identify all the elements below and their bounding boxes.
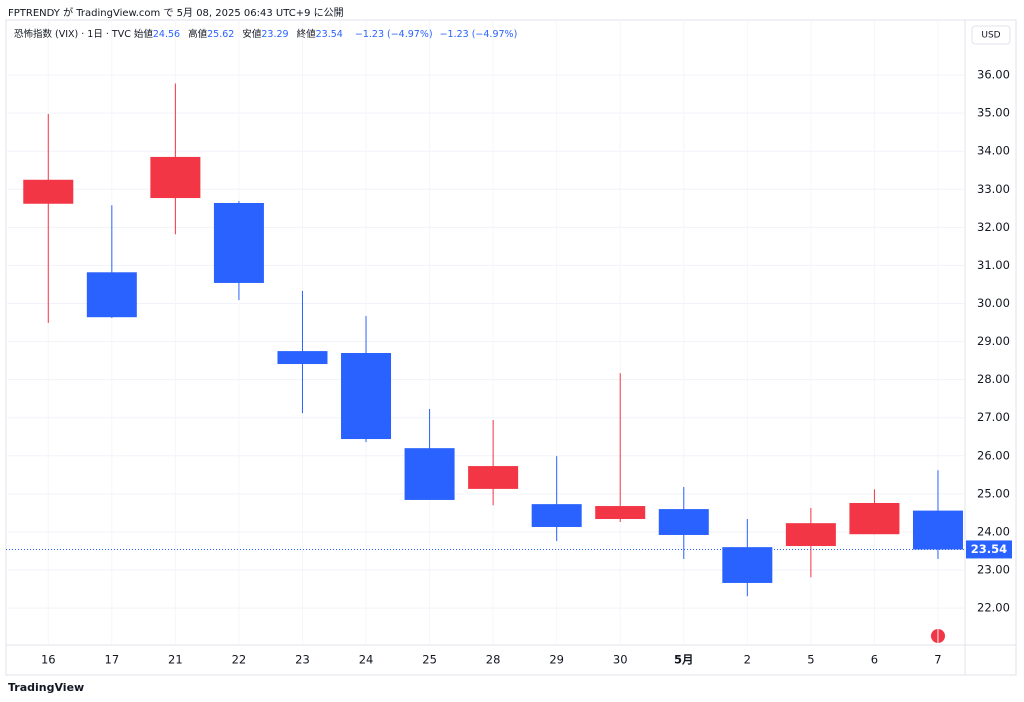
y-tick-label: 26.00 [977,448,1010,462]
candle-body [404,448,455,500]
currency-box[interactable] [971,25,1011,45]
y-tick-label: 33.00 [977,182,1010,196]
y-tick-label: 31.00 [977,258,1010,272]
x-tick-label: 28 [486,653,501,667]
x-tick-label: 5 [807,653,814,667]
x-tick-label: 21 [168,653,183,667]
y-tick-label: 25.00 [977,486,1010,500]
candle-body [912,510,963,550]
y-tick-label: 24.00 [977,524,1010,538]
last-price-box [966,540,1012,559]
x-tick-label: 2 [744,653,751,667]
y-tick-label: 34.00 [977,144,1010,158]
candle-body [341,352,392,440]
candle-body [531,504,582,527]
change: −1.23 (−4.97%) [439,29,518,40]
candle-body [150,156,201,199]
candle-body [595,506,646,519]
candle-body [785,523,836,547]
candle-body [722,547,773,583]
y-tick-label: 23.00 [977,563,1010,577]
candle-body [658,509,709,535]
x-tick-label: 6 [871,653,878,667]
change: −1.23 (−4.97%) [354,29,433,40]
close-label: 終値 [296,29,316,40]
candle-body [23,179,74,204]
publish-line: FPTRENDY が TradingView.com で 5月 08, 2025… [8,8,344,19]
y-tick-label: 32.00 [977,220,1010,234]
x-tick-label: 7 [934,653,941,667]
open-label: 始値 [133,29,153,40]
x-tick-label: 25 [422,653,437,667]
legend: 恐怖指数 (VIX) · 1日 · TVC 始値24.56 高値25.62 安値… [14,26,517,40]
x-tick-label: 17 [105,653,120,667]
currency: USD [981,31,1000,41]
low-label: 安値 [242,29,262,40]
event-icon[interactable] [931,629,945,643]
close-value: 23.54 [315,29,343,40]
candle-body [86,272,137,318]
low-value: 23.29 [261,29,289,40]
y-tick-label: 22.00 [977,601,1010,615]
high-value: 25.62 [207,29,235,40]
x-tick-label: 29 [549,653,564,667]
y-tick-label: 35.00 [977,106,1010,120]
x-tick-label: 24 [359,653,374,667]
y-tick-label: 36.00 [977,68,1010,82]
candle-body [849,502,900,535]
y-tick-label: 30.00 [977,296,1010,310]
symbol: 恐怖指数 (VIX) · 1日 · TVC [14,29,131,40]
high-label: 高値 [188,29,208,40]
last-price-label: 23.54 [971,542,1007,556]
x-tick-label: 30 [613,653,628,667]
candle-body [468,466,519,489]
x-tick-label: 16 [41,653,56,667]
x-tick-label: 22 [232,653,247,667]
open-value: 24.56 [152,29,181,40]
y-tick-label: 27.00 [977,410,1010,424]
frame [5,19,1017,676]
x-tick-label: 23 [295,653,310,667]
x-tick-label: 5月 [674,653,694,667]
candle-body [213,202,264,283]
y-tick-label: 29.00 [977,334,1010,348]
brand: TradingView [8,681,85,694]
y-tick-label: 28.00 [977,372,1010,386]
candle-body [277,351,328,365]
